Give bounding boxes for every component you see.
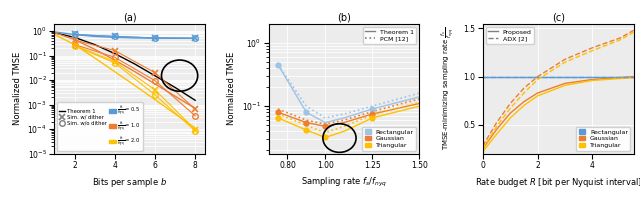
- Y-axis label: Normalized TMSE: Normalized TMSE: [13, 52, 22, 125]
- Y-axis label: TMSE-minimizing sampling rate $\frac{f_s}{f_{nyq}}$: TMSE-minimizing sampling rate $\frac{f_s…: [440, 27, 458, 150]
- Legend: Rectangular, Gaussian, Triangular: Rectangular, Gaussian, Triangular: [576, 127, 630, 151]
- X-axis label: Bits per sample $b$: Bits per sample $b$: [92, 176, 167, 189]
- Title: (c): (c): [552, 13, 564, 23]
- Y-axis label: Normalized TMSE: Normalized TMSE: [227, 52, 236, 125]
- Title: (b): (b): [337, 13, 351, 23]
- Legend: Theorem 1, Sim. w/ dither, Sim. w/o dither, $\frac{f_s}{f_{\rm nyq}} = 0.5$, $\f: Theorem 1, Sim. w/ dither, Sim. w/o dith…: [57, 102, 143, 151]
- X-axis label: Sampling rate $f_s / f_{nyq}$: Sampling rate $f_s / f_{nyq}$: [301, 176, 387, 189]
- X-axis label: Rate budget $R$ [bit per Nyquist interval]: Rate budget $R$ [bit per Nyquist interva…: [474, 176, 640, 189]
- Legend: Rectangular, Gaussian, Triangular: Rectangular, Gaussian, Triangular: [362, 127, 416, 151]
- Title: (a): (a): [123, 13, 136, 23]
